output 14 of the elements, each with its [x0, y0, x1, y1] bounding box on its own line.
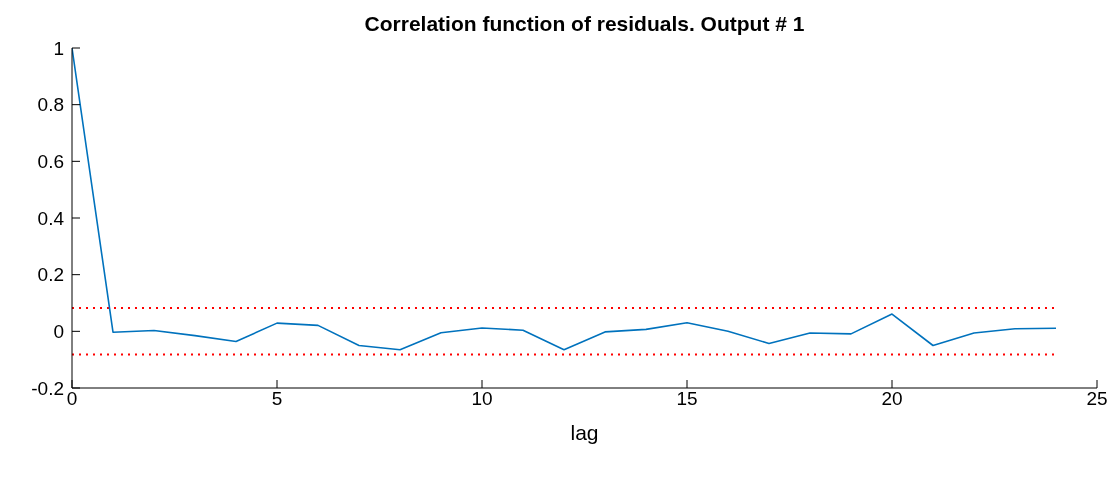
x-tick-label: 10 — [471, 388, 493, 410]
y-tick-label: 1 — [53, 37, 64, 59]
x-tick-label: 5 — [271, 388, 283, 410]
x-tick-label: 25 — [1086, 388, 1108, 410]
x-tick-label: 20 — [881, 388, 903, 410]
x-tick-label: 15 — [676, 388, 698, 410]
y-tick-label: 0.8 — [37, 94, 64, 116]
x-axis-title: lag — [570, 421, 599, 444]
y-tick-label: -0.2 — [31, 377, 64, 399]
y-tick-label: 0.6 — [37, 151, 64, 173]
y-tick-label: 0.4 — [37, 207, 65, 229]
y-tick-label: 0 — [53, 321, 64, 343]
chart-title: Correlation function of residuals. Output # 1 — [363, 12, 806, 36]
y-tick-label: 0.2 — [37, 264, 64, 286]
